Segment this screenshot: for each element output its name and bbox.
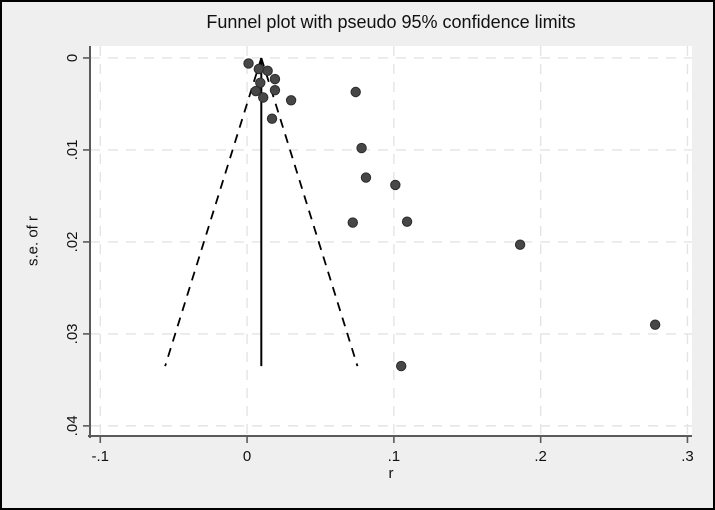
data-point [262,65,273,77]
data-point [250,85,262,97]
data-point [243,58,254,69]
data-point [253,63,265,75]
y-tick-label: .01 [64,140,81,161]
plot-area [90,46,692,436]
data-point [649,319,661,330]
data-point [347,217,358,228]
x-tick-label: -.1 [92,448,110,465]
x-tick-label: .1 [388,448,401,465]
data-point [258,92,269,103]
data-point [266,113,278,124]
x-tick-label: .2 [534,448,547,465]
data-point [390,179,401,191]
data-point [514,239,526,250]
data-point [285,95,297,106]
data-point [350,86,361,98]
data-point [360,172,372,183]
y-tick-label: .04 [64,415,81,436]
data-point [396,360,407,372]
pseudo-ci-left-line [164,57,263,367]
y-tick-label: .02 [64,231,81,252]
x-tick-label: 0 [243,448,251,465]
data-point [269,73,281,85]
y-tick-label: .03 [64,323,81,344]
data-point [356,142,367,154]
pseudo-ci-right-line [260,57,359,367]
data-point [269,84,281,96]
x-tick-label: .3 [681,448,694,465]
chart-title: Funnel plot with pseudo 95% confidence l… [206,12,576,32]
data-point [255,77,266,88]
y-tick-label: 0 [64,54,81,62]
data-point [401,216,413,227]
x-axis-title: r [388,465,394,482]
